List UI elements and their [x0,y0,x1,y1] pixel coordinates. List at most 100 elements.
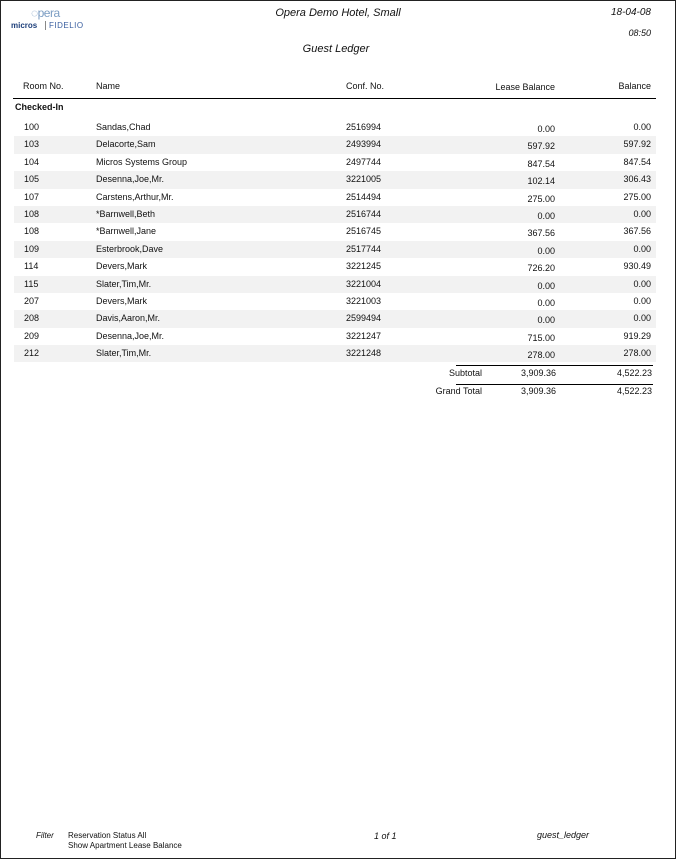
balance: 306.43 [623,174,651,185]
table-row: 109 Esterbrook,Dave 2517744 0.00 0.00 [14,240,656,259]
guest-name: Carstens,Arthur,Mr. [96,191,174,202]
table-row: 104 Micros Systems Group 2497744 847.54 847.… [14,154,656,171]
balance: 0.00 [633,313,651,324]
lease-balance: 715.00 [527,332,555,343]
micros-logo: micros [11,21,38,30]
report-title: Guest Ledger [302,43,370,55]
lease-balance: 0.00 [537,245,555,256]
confirmation-number: 2497744 [346,156,382,167]
guest-name: Devers,Mark [96,295,148,306]
table-row: 212 Slater,Tim,Mr. 3221248 278.00 278.00 [14,345,656,363]
table-row: 209 Desenna,Joe,Mr. 3221247 715.00 919.29 [14,328,656,345]
lease-balance: 0.00 [537,210,555,221]
table-row: 208 Davis,Aaron,Mr. 2599494 0.00 0.00 [14,310,656,328]
guest-name: *Barnwell,Jane [96,226,157,237]
table-row: 115 Slater,Tim,Mr. 3221004 0.00 0.00 [14,275,656,293]
confirmation-number: 3221003 [346,295,382,306]
confirmation-number: 3221245 [346,261,382,272]
table-row: 107 Carstens,Arthur,Mr. 2514494 275.00 275.0… [14,189,656,206]
room-number: 104 [24,156,40,167]
table-row: 108 *Barnwell,Jane 2516745 367.56 367.56 [14,223,656,240]
col-lease-balance: Lease Balance [495,82,555,92]
confirmation-number: 3221247 [346,330,382,341]
confirmation-number: 3221004 [346,278,382,289]
confirmation-number: 2517744 [346,243,382,254]
balance: 0.00 [633,295,651,306]
balance: 278.00 [623,348,651,359]
room-number: 105 [24,174,40,185]
guest-name: Slater,Tim,Mr. [96,278,152,289]
section-checked-in: Checked-In [15,102,64,112]
confirmation-number: 2516994 [346,122,382,132]
header-divider [13,98,656,99]
balance: 930.49 [623,261,651,272]
guest-name: Davis,Aaron,Mr. [96,313,161,324]
ledger-rows: 100 Sandas,Chad 2516994 0.00 0.00 103 Delacort… [14,119,656,363]
room-number: 208 [24,313,40,324]
room-number: 109 [24,243,40,254]
room-number: 114 [24,261,39,272]
table-row: 114 Devers,Mark 3221245 726.20 930.49 [14,258,656,275]
hotel-name: Opera Demo Hotel, Small [275,7,401,19]
room-number: 207 [24,295,40,306]
grand-total-balance: 4,522.23 [616,386,652,396]
balance: 919.29 [623,330,651,341]
balance: 275.00 [623,191,651,202]
col-conf: Conf. No. [346,81,385,91]
report-name: guest_ledger [537,830,590,840]
lease-balance: 0.00 [537,124,555,134]
col-balance: Balance [618,81,651,91]
filter-label: Filter [36,831,54,840]
col-room: Room No. [23,81,64,91]
table-row: 207 Devers,Mark 3221003 0.00 0.00 [14,293,656,310]
subtotal-lease: 3,909.36 [520,368,556,378]
room-number: 209 [24,330,40,341]
lease-balance: 367.56 [527,228,555,239]
opera-logo: ◌pera [31,6,60,20]
room-number: 108 [24,226,40,237]
lease-balance: 102.14 [527,176,555,187]
lease-balance: 726.20 [527,263,555,274]
table-row: 103 Delacorte,Sam 2493994 597.92 597.92 [14,136,656,154]
grand-total-lease: 3,909.36 [520,386,556,396]
confirmation-number: 3221005 [346,174,382,185]
lease-balance: 278.00 [527,350,555,361]
balance: 367.56 [623,226,651,237]
room-number: 107 [24,191,40,202]
guest-name: Slater,Tim,Mr. [96,348,152,359]
room-number: 103 [24,139,40,150]
guest-name: Micros Systems Group [96,156,188,167]
balance: 0.00 [633,208,651,219]
filter-line: Show Apartment Lease Balance [68,841,182,850]
guest-name: Devers,Mark [96,261,148,272]
guest-name: Sandas,Chad [96,122,151,132]
confirmation-number: 2599494 [346,313,382,324]
confirmation-number: 2514494 [346,191,382,202]
room-number: 115 [24,278,39,289]
balance: 0.00 [633,122,651,132]
room-number: 108 [24,208,40,219]
confirmation-number: 2516745 [346,226,382,237]
confirmation-number: 2516744 [346,208,382,219]
balance: 597.92 [623,139,651,150]
filter-line: Reservation Status All [68,831,147,840]
subtotal-divider [456,365,653,366]
guest-name: Desenna,Joe,Mr. [96,174,165,185]
balance: 0.00 [633,243,651,254]
guest-name: *Barnwell,Beth [96,208,156,219]
page-number: 1 of 1 [374,831,397,841]
subtotal-label: Subtotal [448,368,482,378]
guest-name: Delacorte,Sam [96,139,156,150]
col-name: Name [96,81,121,91]
lease-balance: 0.00 [537,280,555,291]
balance: 847.54 [623,156,651,167]
table-row: 108 *Barnwell,Beth 2516744 0.00 0.00 [14,205,656,224]
balance: 0.00 [633,278,651,289]
lease-balance: 0.00 [537,297,555,308]
fidelio-logo: FIDELIO [45,21,84,30]
grand-total-label: Grand Total [435,386,482,396]
grand-total-divider [456,384,653,385]
room-number: 212 [24,348,40,359]
report-date: 18-04-08 [610,7,651,18]
